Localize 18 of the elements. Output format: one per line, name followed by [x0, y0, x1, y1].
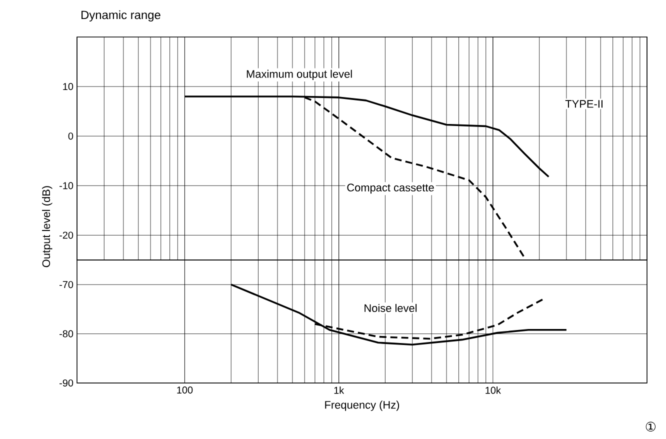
y-tick-label: -70	[60, 281, 74, 288]
y-tick-label: -20	[60, 232, 74, 239]
annotation: TYPE-II	[565, 100, 602, 108]
y-tick-label: 10	[63, 83, 74, 90]
text: ①	[646, 422, 656, 432]
y-axis-title: Output level (dB)	[42, 186, 52, 268]
y-tick-label: -90	[60, 379, 74, 387]
annotation: Maximum output level	[246, 70, 352, 80]
x-tick-label: 10k	[486, 386, 501, 394]
x-axis-title: Frequency (Hz)	[325, 400, 400, 411]
x-tick-label: 1k	[334, 386, 344, 394]
x-tick-label: 100	[177, 386, 193, 394]
y-tick-label: 0	[68, 132, 74, 140]
y-tick-label: -80	[60, 330, 74, 338]
annotation: Noise level	[364, 304, 417, 312]
y-tick-label: -10	[60, 182, 74, 190]
chart-title: Dynamic range	[82, 10, 160, 22]
annotation: Compact cassette	[347, 184, 434, 194]
